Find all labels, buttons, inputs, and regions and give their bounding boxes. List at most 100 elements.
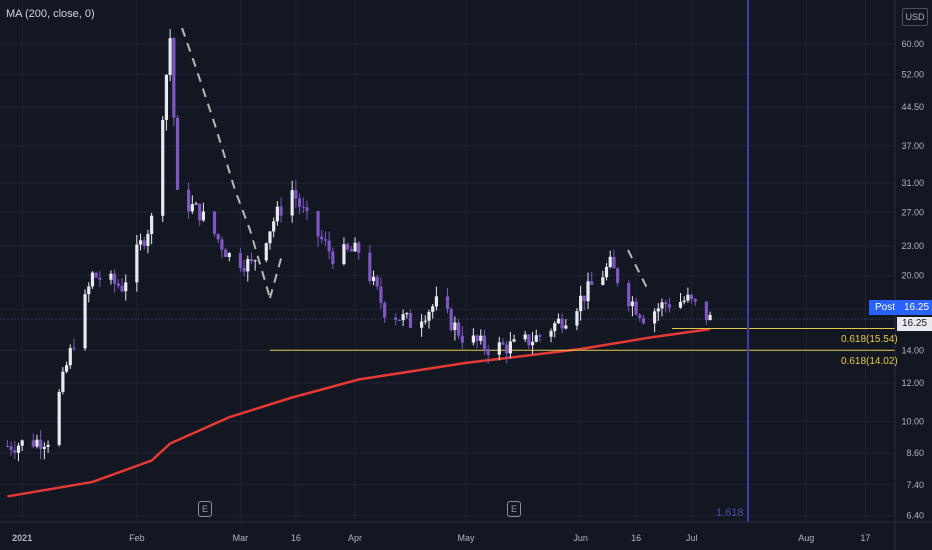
candle-body	[268, 231, 272, 244]
candle-body	[549, 331, 553, 337]
candle-body	[109, 273, 113, 280]
price-tick-label: 37.00	[901, 141, 924, 151]
candle-body	[220, 239, 224, 250]
candle-body	[31, 440, 35, 447]
price-tick-label: 12.00	[901, 378, 924, 388]
candle-body	[272, 221, 276, 232]
candle-body	[16, 445, 21, 453]
candle-body	[246, 259, 250, 272]
dashed-projection-line	[269, 254, 283, 299]
candle-body	[505, 344, 509, 354]
time-tick-label: 2021	[12, 533, 32, 543]
candle-body	[420, 321, 424, 328]
candle-body	[538, 335, 542, 337]
candle-body	[479, 335, 483, 341]
candles	[5, 29, 712, 462]
candle-body	[686, 294, 690, 301]
candle-body	[616, 268, 620, 284]
price-tick-label: 44.50	[901, 102, 924, 112]
candle-body	[434, 296, 439, 307]
fib-level-2-label: 0.618(14.02)	[841, 356, 898, 367]
candle-body	[138, 240, 143, 245]
candle-body	[83, 294, 87, 349]
candle-body	[72, 348, 76, 350]
candle-body	[608, 256, 612, 267]
time-tick-label: 17	[860, 533, 870, 543]
candle-body	[201, 211, 206, 221]
candle-body	[275, 206, 279, 222]
candle-body	[405, 313, 409, 315]
fib-ratio-label: 1.618	[716, 507, 744, 519]
candle-body	[704, 301, 708, 321]
candle-body	[394, 317, 398, 320]
candle-body	[353, 242, 357, 252]
candle-body	[471, 335, 475, 343]
candle-body	[401, 314, 405, 321]
candle-body	[61, 371, 65, 393]
candle-body	[634, 301, 638, 315]
candle-body	[627, 283, 631, 307]
time-tick-label: May	[457, 533, 475, 543]
time-tick-label: Jul	[686, 533, 698, 543]
time-tick-label: Aug	[798, 533, 814, 543]
candle-body	[482, 335, 487, 350]
candle-body	[512, 339, 516, 342]
candle-body	[346, 244, 350, 250]
price-tick-label: 8.60	[906, 448, 924, 458]
candle-body	[397, 319, 402, 321]
candle-body	[87, 286, 91, 295]
candle-body	[604, 266, 609, 278]
candle-body	[94, 272, 98, 278]
price-tick-label: 14.00	[901, 346, 924, 356]
candle-body	[331, 251, 335, 265]
candle-body	[708, 314, 712, 321]
candle-body	[427, 311, 431, 321]
fib-lines	[0, 318, 895, 351]
candle-body	[249, 259, 254, 262]
candle-body	[297, 198, 302, 207]
candle-body	[124, 282, 128, 292]
ma-200-path	[7, 327, 711, 498]
candle-body	[290, 190, 294, 216]
candle-body	[212, 211, 217, 234]
candle-body	[227, 253, 231, 257]
candle-body	[68, 348, 72, 366]
candle-body	[39, 439, 43, 449]
candle-body	[453, 322, 457, 331]
drawings	[181, 0, 749, 522]
candle-body	[20, 440, 24, 446]
candle-body	[161, 119, 165, 216]
candle-body	[305, 207, 309, 212]
price-tick-label: 27.00	[901, 207, 924, 217]
candle-body	[590, 281, 594, 285]
currency-button[interactable]: USD	[902, 8, 928, 26]
candle-body	[46, 444, 50, 447]
candle-body	[523, 334, 527, 340]
candle-body	[449, 309, 453, 331]
candle-body	[497, 342, 501, 355]
candle-body	[90, 272, 95, 287]
price-tick-label: 52.00	[901, 69, 924, 79]
candle-body	[553, 323, 557, 332]
price-tick-label: 20.00	[901, 270, 924, 280]
candle-body	[113, 273, 117, 284]
candle-body	[630, 301, 635, 307]
candle-body	[135, 244, 139, 283]
candle-body	[190, 204, 194, 212]
candle-body	[146, 233, 150, 246]
candle-body	[678, 301, 683, 308]
candle-body	[660, 302, 664, 309]
candle-body	[357, 242, 361, 253]
earnings-marker[interactable]: E	[198, 501, 212, 517]
post-market-price: 16.25	[901, 300, 932, 315]
candle-body	[486, 349, 490, 355]
earnings-marker[interactable]: E	[507, 501, 521, 517]
candle-body	[575, 311, 579, 326]
candle-body	[601, 277, 605, 285]
candle-body	[653, 311, 657, 324]
candle-body	[667, 304, 672, 308]
candle-body	[586, 281, 590, 302]
candle-body	[371, 276, 376, 282]
candle-body	[42, 446, 46, 449]
